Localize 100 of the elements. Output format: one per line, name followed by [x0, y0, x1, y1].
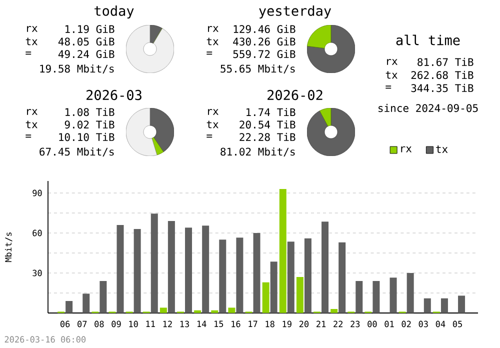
text: tx: [206, 38, 218, 46]
bar: [372, 281, 380, 313]
bar: [279, 189, 286, 313]
text: rx: [27, 109, 38, 115]
bar: [116, 225, 124, 313]
legend-label: rx: [401, 146, 412, 152]
x-tick-label: 18: [266, 320, 274, 328]
x-tick-label: 16: [232, 320, 240, 328]
x-tick-label: 11: [146, 320, 155, 327]
x-tick-label: 10: [129, 320, 138, 328]
text: 129.46 GiB: [234, 24, 296, 34]
text: 1.08 TiB: [65, 108, 114, 116]
bar: [270, 262, 278, 313]
text: =: [26, 134, 32, 138]
text: =: [386, 86, 392, 89]
bar: [168, 221, 175, 313]
x-tick-label: 13: [180, 320, 189, 328]
bar: [390, 278, 397, 313]
bar: [304, 238, 312, 313]
bar: [194, 310, 202, 313]
text: 67.45 Mbit/s: [40, 148, 114, 156]
text: rx: [208, 26, 218, 32]
text: =: [206, 52, 212, 55]
text: 81.02 Mbit/s: [220, 148, 295, 156]
y-tick-label: 90: [32, 190, 42, 196]
bar: [322, 222, 329, 313]
bar: [424, 298, 431, 313]
text: 81.67 TiB: [418, 58, 474, 66]
text: 1.74 TiB: [246, 108, 296, 116]
bar: [82, 294, 90, 313]
text: tx: [206, 120, 218, 128]
bar: [458, 296, 466, 313]
x-tick-label: 09: [112, 320, 121, 328]
x-tick-label: 04: [436, 320, 446, 328]
bar: [202, 226, 210, 313]
y-tick-label: 30: [32, 270, 42, 276]
text: 49.24 GiB: [58, 50, 114, 58]
x-tick-label: 22: [334, 320, 342, 328]
x-tick-label: 19: [282, 320, 292, 328]
text: 19.58 Mbit/s: [40, 64, 114, 74]
text: rx: [208, 109, 218, 115]
x-tick-label: 00: [368, 320, 377, 328]
text: since 2024-09-05: [378, 104, 478, 112]
x-tick-label: 07: [78, 320, 87, 328]
bar: [330, 309, 338, 313]
x-tick-label: 01: [384, 320, 394, 328]
bar: [406, 273, 414, 313]
bar: [100, 281, 107, 313]
text: 55.65 Mbit/s: [220, 64, 295, 74]
text: 344.35 TiB: [411, 84, 474, 92]
text: 262.68 TiB: [411, 70, 474, 80]
text: tx: [26, 38, 38, 46]
text: 48.05 GiB: [58, 37, 114, 46]
x-tick-label: 15: [214, 320, 224, 328]
bar: [262, 282, 270, 313]
x-tick-label: 12: [163, 320, 172, 328]
x-tick-label: 20: [299, 320, 309, 328]
bar: [228, 308, 236, 313]
text: =: [206, 134, 212, 138]
chart-title: 2026-03: [86, 90, 142, 100]
bar: [160, 308, 167, 313]
bar: [296, 277, 304, 313]
chart-title: 2026-02: [268, 90, 322, 100]
bar: [134, 229, 141, 313]
x-tick-label: 08: [94, 320, 104, 328]
chart-title: yesterday: [259, 5, 332, 19]
x-tick-label: 23: [350, 320, 360, 328]
text: 10.10 TiB: [59, 132, 114, 142]
y-axis-title: Mbit/s: [4, 232, 12, 262]
bar: [253, 233, 260, 313]
bar: [440, 298, 448, 313]
text: =: [26, 52, 32, 55]
x-tick-label: 17: [248, 320, 258, 327]
text: 20.54 TiB: [240, 120, 296, 129]
x-tick-label: 03: [418, 320, 428, 328]
bar: [211, 310, 218, 313]
text: 22.28 TiB: [240, 132, 296, 142]
text: rx: [387, 59, 398, 65]
text: 1.19 GiB: [65, 24, 114, 34]
x-tick-label: 06: [60, 320, 70, 328]
bar: [66, 301, 73, 313]
bar: [356, 281, 363, 313]
text: rx: [27, 26, 38, 32]
text: tx: [386, 71, 398, 79]
x-tick-label: 05: [452, 320, 462, 328]
text: 9.02 TiB: [64, 120, 114, 129]
x-tick-label: 02: [402, 320, 411, 328]
bar: [185, 228, 192, 313]
y-tick-label: 60: [32, 230, 42, 236]
chart-title: today: [94, 5, 134, 19]
text: all time: [396, 34, 460, 46]
legend-label: tx: [436, 146, 448, 153]
text: tx: [26, 120, 38, 128]
bar: [219, 240, 226, 313]
x-tick-label: 14: [197, 320, 206, 327]
x-tick-label: 21: [316, 320, 326, 328]
text: 559.72 GiB: [233, 50, 296, 58]
bar: [287, 242, 294, 313]
text: 2026-03-16 06:00: [4, 336, 86, 343]
bar: [338, 242, 346, 313]
